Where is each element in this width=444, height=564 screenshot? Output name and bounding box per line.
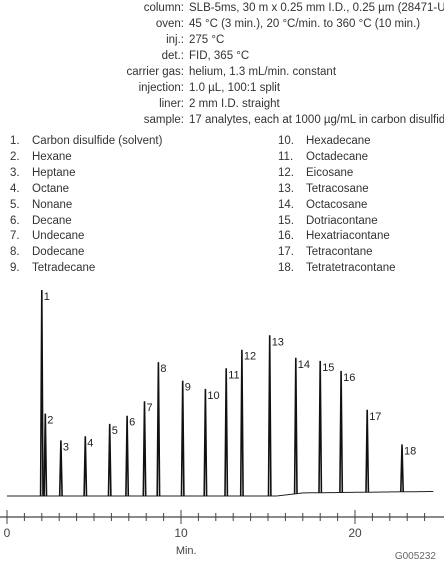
peak-compound-name: Undecane (32, 230, 85, 243)
peak-label: 11 (228, 369, 239, 381)
peak-label: 10 (207, 390, 219, 402)
peak-compound-name: Decane (32, 214, 72, 227)
peak-compound-name: Octane (32, 182, 70, 195)
peak-line (224, 368, 229, 497)
condition-key: injection: (138, 82, 184, 94)
peak-compound-name: Nonane (32, 198, 73, 211)
peak-label: 9 (185, 382, 191, 394)
peak-number: 12. (278, 166, 294, 179)
peak-number: 2. (10, 150, 20, 163)
peak-line (43, 413, 48, 497)
peak-number: 17. (278, 246, 294, 259)
condition-key: liner: (159, 98, 184, 110)
condition-key: det.: (161, 50, 184, 62)
peak-label: 2 (47, 415, 53, 427)
peak-number: 7. (10, 230, 20, 243)
peak-line (107, 423, 112, 497)
peak-label: 17 (369, 411, 381, 423)
peak-label: 6 (129, 417, 135, 429)
peak-number: 5. (10, 198, 20, 211)
baseline-trace (7, 491, 434, 497)
peak-number: 1. (10, 135, 20, 147)
peak-label: 4 (87, 437, 93, 449)
x-tick-label: 0 (4, 526, 11, 540)
peak-label: 1 (44, 291, 50, 303)
peak-line (58, 440, 63, 497)
condition-key: column: (143, 2, 184, 14)
peak-compound-name: Tetracosane (306, 182, 369, 195)
peak-line (339, 370, 344, 493)
condition-value: 2 mm I.D. straight (189, 98, 280, 110)
peak-number: 16. (278, 230, 294, 243)
peak-line (142, 401, 147, 497)
peak-compound-name: Tetratetracontane (306, 262, 396, 275)
x-tick-label: 10 (174, 526, 188, 540)
peak-compound-name: Hexadecane (306, 135, 371, 147)
peak-label: 12 (244, 351, 256, 363)
peak-number: 11. (278, 150, 294, 163)
x-tick-label: 20 (348, 526, 362, 540)
peak-compound-name: Octadecane (306, 150, 369, 163)
peak-compound-name: Eicosane (306, 166, 354, 179)
peak-compound-name: Octacosane (306, 198, 368, 211)
peak-number: 3. (10, 166, 20, 179)
peak-line (239, 349, 244, 497)
peak-label: 7 (147, 402, 153, 414)
peak-compound-name: Carbon disulfide (solvent) (32, 135, 163, 147)
peak-compound-name: Hexatriacontane (306, 230, 390, 243)
condition-value: 1.0 µL, 100:1 split (189, 82, 281, 94)
peak-line (39, 289, 44, 497)
peak-number: 13. (278, 182, 294, 195)
peak-label: 14 (298, 359, 310, 371)
condition-key: carrier gas: (126, 66, 184, 78)
peak-compound-name: Tetradecane (32, 262, 96, 275)
peak-line (83, 436, 88, 497)
peak-compound-name: Dodecane (32, 246, 85, 259)
peak-line (156, 362, 161, 497)
figure-code: G005232 (394, 551, 436, 562)
peak-line (125, 415, 130, 497)
peak-number: 14. (278, 198, 294, 211)
condition-key: inj.: (166, 34, 184, 46)
peak-line (203, 388, 208, 497)
condition-key: oven: (155, 18, 184, 30)
peak-number: 15. (278, 214, 294, 227)
peak-line (365, 409, 370, 493)
peak-number: 4. (10, 182, 20, 195)
condition-key: sample: (143, 114, 184, 126)
peak-number: 8. (10, 246, 20, 259)
peak-number: 10. (278, 135, 294, 147)
peak-compound-name: Dotriacontane (306, 214, 378, 227)
peak-line (180, 380, 185, 497)
peak-label: 15 (322, 362, 334, 374)
condition-value: 17 analytes, each at 1000 µg/mL in carbo… (189, 114, 444, 126)
condition-value: FID, 365 °C (189, 50, 250, 62)
condition-value: 45 °C (3 min.), 20 °C/min. to 360 °C (10… (189, 18, 421, 30)
peak-label: 13 (272, 336, 284, 348)
peak-compound-name: Tetracontane (306, 246, 373, 259)
peak-line (267, 335, 272, 497)
peak-line (400, 444, 404, 492)
peak-label: 8 (160, 363, 166, 375)
peak-line (318, 360, 323, 493)
condition-value: 275 °C (189, 34, 225, 46)
peak-label: 18 (404, 445, 416, 457)
peak-label: 16 (343, 372, 355, 384)
condition-value: SLB-5ms, 30 m x 0.25 mm I.D., 0.25 µm (2… (189, 2, 444, 14)
peak-label: 5 (112, 425, 118, 437)
peak-label: 3 (63, 441, 69, 453)
peak-number: 6. (10, 214, 20, 227)
peak-line (293, 357, 298, 494)
x-axis-label: Min. (176, 545, 197, 557)
peak-number: 18. (278, 262, 294, 275)
peak-compound-name: Hexane (32, 150, 72, 163)
condition-value: helium, 1.3 mL/min. constant (189, 66, 337, 78)
peak-number: 9. (10, 262, 20, 275)
peak-compound-name: Heptane (32, 166, 76, 179)
